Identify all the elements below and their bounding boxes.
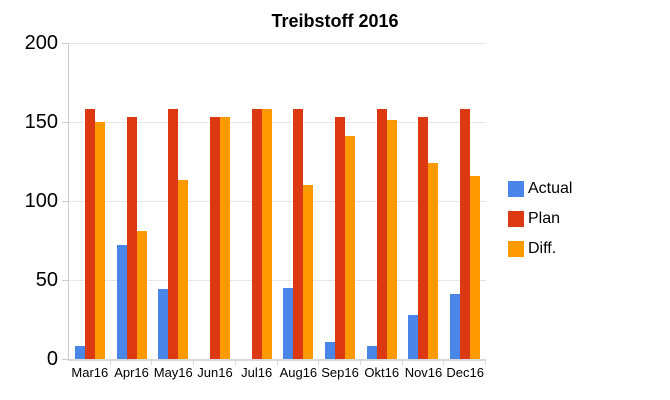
- bar-diff-mar16: [94, 122, 105, 359]
- bar-actual-dec16: [450, 294, 461, 359]
- bar-actual-mar16: [74, 346, 85, 359]
- x-axis-label-jul16: Jul16: [241, 365, 273, 380]
- bar-plan-sep16: [335, 117, 346, 359]
- bar-diff-sep16: [345, 136, 356, 359]
- x-axis-tick: [193, 361, 195, 365]
- bar-group-mar16: Mar16: [69, 43, 111, 380]
- bar-diff-jul16: [261, 109, 272, 359]
- legend-label-diff: Diff.: [528, 240, 557, 257]
- y-axis-label-200: 200: [24, 32, 58, 54]
- x-axis-label-nov16: Nov16: [404, 365, 443, 380]
- bar-diff-dec16: [470, 175, 481, 359]
- bar-group-okt16: Okt16: [361, 43, 403, 380]
- bar-actual-okt16: [366, 346, 377, 359]
- legend: Actual Plan Diff.: [508, 180, 572, 258]
- y-axis-label-100: 100: [24, 190, 58, 212]
- bar-group-aug16: Aug16: [278, 43, 320, 380]
- gridline-200: [69, 42, 486, 44]
- x-axis-tick: [151, 361, 153, 365]
- legend-item-actual: Actual: [508, 180, 572, 198]
- legend-label-actual: Actual: [528, 180, 573, 197]
- x-axis-label-mar16: Mar16: [71, 365, 109, 380]
- x-axis-tick: [359, 361, 361, 365]
- x-axis-label-sep16: Sep16: [321, 365, 359, 380]
- bar-diff-okt16: [386, 120, 397, 359]
- bar-plan-mar16: [84, 109, 95, 359]
- x-axis-tick: [276, 361, 278, 365]
- gridline-50: [69, 279, 486, 281]
- x-axis-tick: [109, 361, 111, 365]
- bar-diff-jun16: [219, 117, 230, 359]
- bar-group-jun16: Jun16: [194, 43, 236, 380]
- bar-diff-may16: [178, 180, 189, 359]
- bar-plan-may16: [168, 109, 179, 359]
- y-axis-tick: [62, 122, 68, 123]
- legend-swatch-actual-icon: [508, 181, 524, 197]
- bar-group-sep16: Sep16: [319, 43, 361, 380]
- x-axis-label-may16: May16: [153, 365, 193, 380]
- bar-actual-sep16: [325, 341, 336, 359]
- bar-diff-apr16: [136, 231, 147, 359]
- x-axis-tick: [443, 361, 445, 365]
- bars-row: Mar16 Apr16 May16 Jun16 Jul16 Aug16 Sep16 Okt16…: [69, 43, 486, 380]
- bar-plan-aug16: [293, 109, 304, 359]
- bar-group-dec16: Dec16: [444, 43, 486, 380]
- x-axis-label-apr16: Apr16: [114, 365, 149, 380]
- bar-plan-jun16: [209, 117, 220, 359]
- gridline-100: [69, 200, 486, 202]
- plot-area: Mar16 Apr16 May16 Jun16 Jul16 Aug16 Sep16 Okt16…: [68, 42, 486, 380]
- x-axis-tick: [318, 361, 320, 365]
- x-axis-label-dec16: Dec16: [446, 365, 484, 380]
- gridline-150: [69, 121, 486, 123]
- bar-actual-apr16: [116, 245, 127, 359]
- bar-diff-aug16: [303, 185, 314, 359]
- bar-group-apr16: Apr16: [111, 43, 153, 380]
- legend-label-plan: Plan: [528, 210, 561, 227]
- y-axis-label-50: 50: [35, 269, 58, 291]
- bar-plan-apr16: [126, 117, 137, 359]
- bar-group-nov16: Nov16: [403, 43, 445, 380]
- x-axis-tick: [401, 361, 403, 365]
- y-axis-label-0: 0: [46, 348, 58, 370]
- chart-title: Treibstoff 2016: [271, 11, 399, 31]
- bar-plan-dec16: [460, 109, 471, 359]
- bar-diff-nov16: [428, 163, 439, 359]
- legend-item-plan: Plan: [508, 210, 572, 228]
- y-axis-tick: [62, 43, 68, 44]
- legend-swatch-plan-icon: [508, 211, 524, 227]
- legend-swatch-diff-icon: [508, 241, 524, 257]
- bar-plan-jul16: [251, 109, 262, 359]
- bar-actual-may16: [158, 289, 169, 359]
- y-axis-label-150: 150: [24, 111, 58, 133]
- bar-plan-nov16: [418, 117, 429, 359]
- bar-plan-okt16: [376, 109, 387, 359]
- x-axis-label-jun16: Jun16: [197, 365, 233, 380]
- bar-actual-aug16: [283, 287, 294, 359]
- y-axis-tick: [62, 359, 68, 360]
- bar-group-may16: May16: [152, 43, 194, 380]
- y-axis-tick: [62, 201, 68, 202]
- bar-actual-nov16: [408, 314, 419, 359]
- bar-group-jul16: Jul16: [236, 43, 278, 380]
- x-axis-tick: [485, 361, 486, 365]
- x-axis-label-aug16: Aug16: [279, 365, 318, 380]
- x-axis-label-okt16: Okt16: [364, 365, 400, 380]
- legend-item-diff: Diff.: [508, 240, 572, 258]
- y-axis-tick: [62, 280, 68, 281]
- x-axis-tick: [234, 361, 236, 365]
